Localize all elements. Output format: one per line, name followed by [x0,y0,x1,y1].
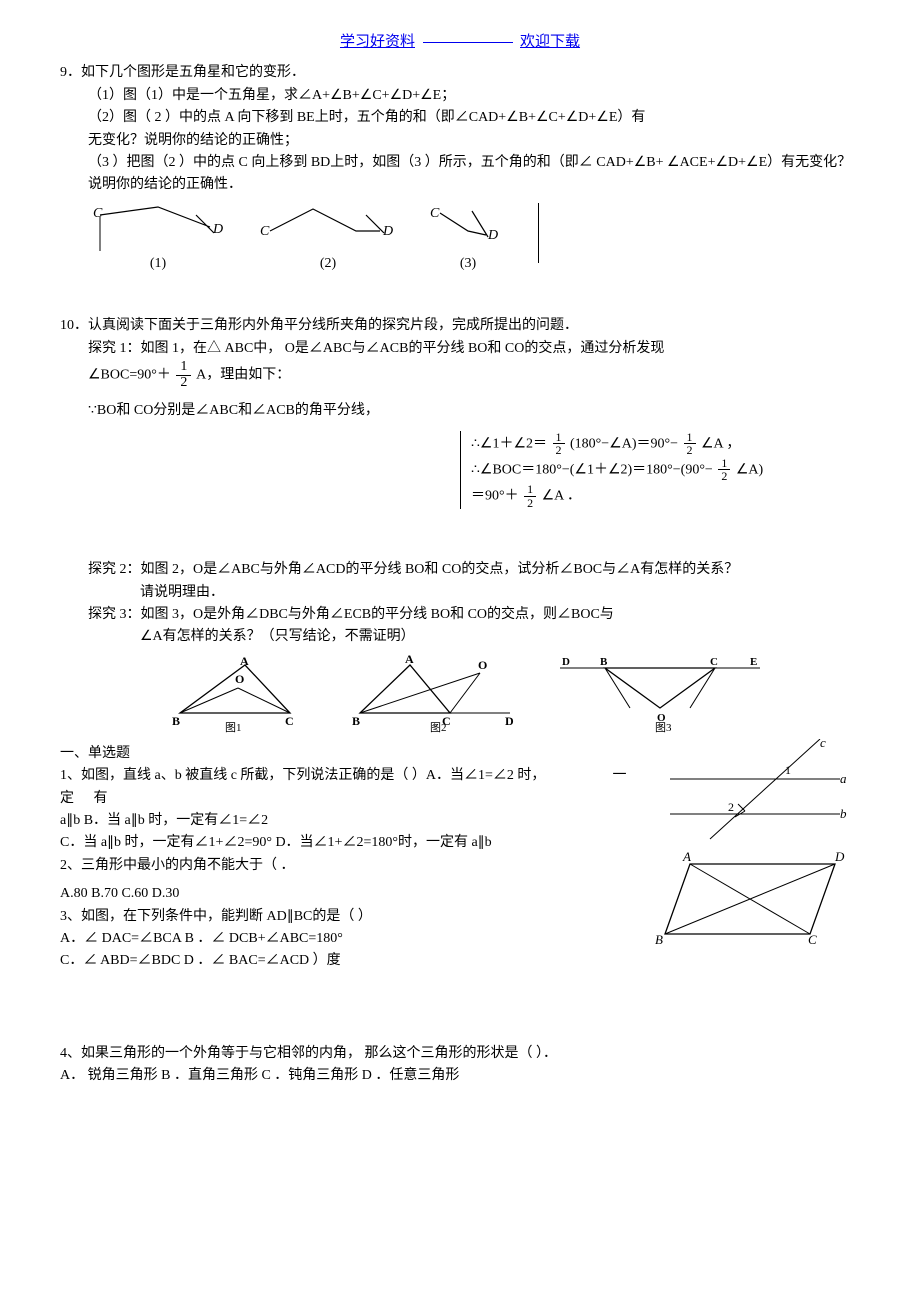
label-2: 2 [728,800,734,814]
label-B: B [655,932,663,947]
q9-p3: （3 ）把图（2 ）中的点 C 向上移到 BD上时，如图（3 ）所示，五个角的和… [60,152,860,197]
q9-p2: （2）图（ 2 ）中的点 A 向下移到 BE上时，五个角的和（即∠CAD+∠B+… [60,107,860,129]
q10-t3: 探究 3：如图 3，O是外角∠DBC与外角∠ECB的平分线 BO和 CO的交点，… [60,604,860,626]
q9-p1: （1）图（1）中是一个五角星，求∠A+∠B+∠C+∠D+∠E； [60,85,860,107]
label-C: C [710,656,718,668]
mc-q3-b: C．∠ ABD=∠BDC D ．∠ BAC=∠ACD ）度 [60,950,860,972]
mc-q1-stem: 1、如图，直线 a、b 被直线 c 所截，下列说法正确的是（ ）A．当∠1=∠2… [60,768,545,783]
fraction-half: 12 [718,457,730,483]
header-right-link[interactable]: 欢迎下载 [520,34,580,50]
label-c: c [820,739,826,750]
label-D: D [505,714,514,728]
label-B: B [172,714,180,728]
question-10: 10．认真阅读下面关于三角形内外角平分线所夹角的探究片段，完成所提出的问题． 探… [60,315,860,733]
fraction-half: 12 [553,431,565,457]
fig-caption: 图2 [430,721,447,733]
q10-t1a: 探究 1：如图 1，在△ ABC中， O是∠ABC与∠ACB的平分线 BO和 C… [60,338,860,360]
q9-fig3: C D (3) [428,203,508,275]
triangle-fig2: A O B C D 图2 [350,653,520,733]
math-line3: ＝90°＋ 12 ∠A ． [471,483,860,509]
q10-figures: A O B C 图1 A O B C D 图2 B [60,653,860,733]
label-A: A [682,849,691,864]
fraction-half: 12 [176,360,191,390]
label-D: D [382,224,393,239]
label-E: E [750,656,757,668]
label-C: C [260,224,270,239]
divider [538,203,539,263]
math-text: (180°−∠A)＝90°− [570,436,678,451]
triangle-fig1: A O B C 图1 [160,653,310,733]
parallelogram-fig: A D B C [650,849,850,949]
q10-math-derivation: ∴∠1＋∠2＝ 12 (180°−∠A)＝90°− 12 ∠A ， ∴∠BOC＝… [460,431,860,510]
q10-t3b: ∠A有怎样的关系？（只写结论，不需证明） [60,626,860,648]
q9-figures: C D (1) C D (2) C D [88,203,860,275]
label-C: C [285,714,294,728]
math-line2: ∴∠BOC＝180°−(∠1＋∠2)＝180°−(90°− 12 ∠A) [471,457,860,483]
mc-q4-opts: A． 锐角三角形 B ．直角三角形 C ．钝角三角形 D ．任意三角形 [60,1065,860,1087]
parallel-lines-fig: c a b 1 2 [650,739,850,849]
label-A: A [405,653,414,666]
q10-t1b-b: A，理由如下： [196,367,290,382]
q10-t1b: ∠BOC=90°＋ 12 A，理由如下： [60,360,860,390]
math-text: ∠A) [736,462,763,477]
math-text: ＝90°＋ [471,488,519,503]
label-1: 1 [785,763,791,777]
label-A: A [240,654,249,668]
label-D: D [834,849,845,864]
label-O: O [478,658,487,672]
q10-t1c: ∵BO和 CO分别是∠ABC和∠ACB的角平分线， [60,400,860,422]
q10-t2b: 请说明理由． [60,582,860,604]
question-9: 9．如下几个图形是五角星和它的变形． （1）图（1）中是一个五角星，求∠A+∠B… [60,62,860,275]
label-b: b [840,806,847,821]
label-D: D [562,656,570,668]
q9-p2b: 无变化？说明你的结论的正确性； [60,130,860,152]
q10-stem: 10．认真阅读下面关于三角形内外角平分线所夹角的探究片段，完成所提出的问题． [60,315,860,337]
triangle-fig3: B C D E O 图3 [560,653,760,733]
fig-caption: 图1 [225,721,242,733]
label-B: B [352,714,360,728]
page-header: 学习好资料 欢迎下载 [60,30,860,54]
q10-t1b-a: ∠BOC=90°＋ [88,367,171,382]
mc-right-figures: c a b 1 2 A D B C [650,739,860,949]
mc-q4-stem: 4、如果三角形的一个外角等于与它相邻的内角， 那么这个三角形的形状是（ ）． [60,1043,860,1065]
label-C: C [808,932,817,947]
fraction-half: 12 [684,431,696,457]
q9-stem: 9．如下几个图形是五角星和它的变形． [60,62,860,84]
label-B: B [600,656,608,668]
header-spacer [423,42,513,43]
label-C: C [430,206,440,221]
math-text: ∠A ． [542,488,581,503]
q10-t2: 探究 2：如图 2，O是∠ABC与外角∠ACD的平分线 BO和 CO的交点，试分… [60,559,860,581]
fraction-half: 12 [524,483,536,509]
label-C: C [93,206,103,221]
math-text: ∴∠BOC＝180°−(∠1＋∠2)＝180°−(90°− [471,462,713,477]
label-D: D [212,222,223,237]
math-text: ∴∠1＋∠2＝ [471,436,547,451]
q9-fig1-label: (1) [88,253,228,275]
q9-fig3-label: (3) [428,253,508,275]
star-icon: C D [88,203,228,253]
q9-fig2-label: (2) [258,253,398,275]
q9-fig2: C D (2) [258,203,398,275]
math-text: ∠A ， [701,436,740,451]
star-icon: C D [258,203,398,253]
label-D: D [487,228,498,243]
star-icon: C D [428,203,508,253]
math-line1: ∴∠1＋∠2＝ 12 (180°−∠A)＝90°− 12 ∠A ， [471,431,860,457]
label-O: O [235,672,244,686]
label-a: a [840,771,847,786]
header-left-link[interactable]: 学习好资料 [340,34,415,50]
q9-fig1: C D (1) [88,203,228,275]
fig-caption: 图3 [655,721,672,733]
